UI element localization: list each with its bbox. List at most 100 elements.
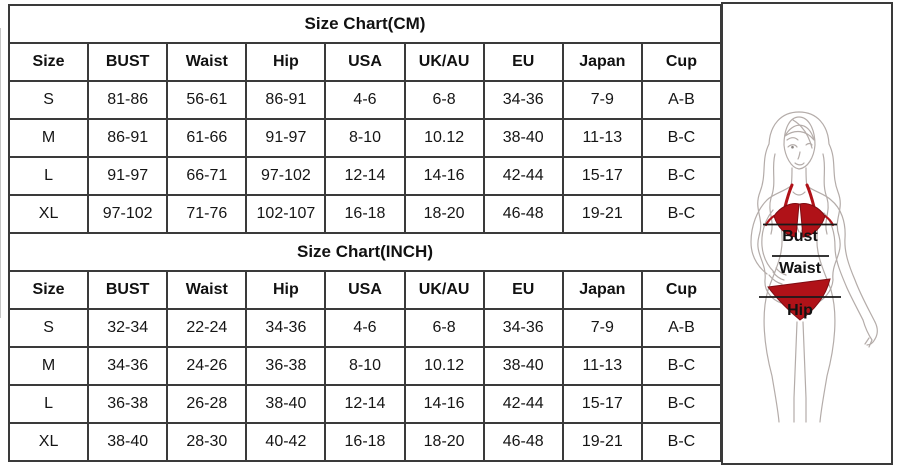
table-row: M 86-91 61-66 91-97 8-10 10.12 38-40 11-13 B-C bbox=[7, 118, 723, 158]
value-cell: A-B bbox=[640, 80, 723, 120]
value-cell: B-C bbox=[640, 194, 723, 234]
column-header: Hip bbox=[245, 42, 327, 82]
value-cell: 81-86 bbox=[87, 80, 169, 120]
table-title: Size Chart(INCH) bbox=[8, 232, 722, 272]
value-cell: 36-38 bbox=[245, 346, 327, 386]
size-cell: XL bbox=[7, 194, 90, 234]
value-cell: 91-97 bbox=[87, 156, 169, 196]
value-cell: 26-28 bbox=[166, 384, 248, 424]
size-cell: M bbox=[7, 118, 90, 158]
value-cell: 19-21 bbox=[561, 422, 643, 462]
value-cell: 38-40 bbox=[482, 346, 564, 386]
woman-hair-icon bbox=[757, 111, 841, 304]
value-cell: 15-17 bbox=[561, 156, 643, 196]
value-cell: 46-48 bbox=[482, 194, 564, 234]
value-cell: 11-13 bbox=[561, 346, 643, 386]
column-header: Cup bbox=[640, 42, 723, 82]
value-cell: 16-18 bbox=[324, 422, 406, 462]
column-header: UK/AU bbox=[403, 270, 485, 310]
waist-label: Waist bbox=[779, 260, 822, 277]
value-cell: 12-14 bbox=[324, 384, 406, 424]
value-cell: 24-26 bbox=[166, 346, 248, 386]
size-chart-table-body: Size Chart(CM) Size BUST Waist Hip USA UK/AU EU… bbox=[7, 4, 723, 462]
value-cell: 38-40 bbox=[245, 384, 327, 424]
value-cell: 34-36 bbox=[87, 346, 169, 386]
value-cell: A-B bbox=[640, 308, 723, 348]
value-cell: 14-16 bbox=[403, 156, 485, 196]
value-cell: B-C bbox=[640, 156, 723, 196]
column-header: BUST bbox=[87, 42, 169, 82]
column-header: EU bbox=[482, 270, 564, 310]
size-cell: L bbox=[7, 156, 90, 196]
value-cell: 42-44 bbox=[482, 384, 564, 424]
column-header: BUST bbox=[87, 270, 169, 310]
image-edge-artifact bbox=[0, 28, 1, 318]
bikini-top-icon bbox=[764, 183, 835, 238]
table-row: M 34-36 24-26 36-38 8-10 10.12 38-40 11-13 B-C bbox=[7, 346, 723, 386]
value-cell: 10.12 bbox=[403, 346, 485, 386]
value-cell: 42-44 bbox=[482, 156, 564, 196]
value-cell: 86-91 bbox=[87, 118, 169, 158]
bust-label: Bust bbox=[782, 228, 818, 245]
value-cell: 16-18 bbox=[324, 194, 406, 234]
value-cell: 66-71 bbox=[166, 156, 248, 196]
value-cell: 56-61 bbox=[166, 80, 248, 120]
hip-label: Hip bbox=[787, 302, 813, 319]
table-row: XL 97-102 71-76 102-107 16-18 18-20 46-48 19-21… bbox=[7, 194, 723, 234]
size-cell: S bbox=[7, 308, 90, 348]
value-cell: 19-21 bbox=[561, 194, 643, 234]
value-cell: 71-76 bbox=[166, 194, 248, 234]
value-cell: 40-42 bbox=[245, 422, 327, 462]
table-row: XL 38-40 28-30 40-42 16-18 18-20 46-48 19-21 B-C bbox=[7, 422, 723, 462]
value-cell: 91-97 bbox=[245, 118, 327, 158]
table-header-row: Size BUST Waist Hip USA UK/AU EU Japan Cup bbox=[7, 270, 723, 310]
value-cell: 97-102 bbox=[87, 194, 169, 234]
value-cell: 18-20 bbox=[403, 422, 485, 462]
column-header: Japan bbox=[561, 42, 643, 82]
value-cell: 18-20 bbox=[403, 194, 485, 234]
value-cell: 86-91 bbox=[245, 80, 327, 120]
value-cell: 34-36 bbox=[482, 80, 564, 120]
column-header: USA bbox=[324, 42, 406, 82]
size-cell: XL bbox=[7, 422, 90, 462]
value-cell: B-C bbox=[640, 384, 723, 424]
value-cell: 4-6 bbox=[324, 80, 406, 120]
value-cell: 10.12 bbox=[403, 118, 485, 158]
measurement-guide-panel: Bust Waist Hip bbox=[721, 2, 893, 465]
value-cell: 38-40 bbox=[482, 118, 564, 158]
table-row: L 91-97 66-71 97-102 12-14 14-16 42-44 15-17 B-C bbox=[7, 156, 723, 196]
value-cell: 6-8 bbox=[403, 80, 485, 120]
value-cell: 102-107 bbox=[245, 194, 327, 234]
size-cell: L bbox=[7, 384, 90, 424]
value-cell: 22-24 bbox=[166, 308, 248, 348]
column-header: Japan bbox=[561, 270, 643, 310]
size-cell: S bbox=[7, 80, 90, 120]
value-cell: 61-66 bbox=[166, 118, 248, 158]
value-cell: 4-6 bbox=[324, 308, 406, 348]
column-header: Size bbox=[7, 270, 90, 310]
woman-body-icon bbox=[750, 167, 878, 423]
table-row: S 81-86 56-61 86-91 4-6 6-8 34-36 7-9 A-B bbox=[7, 80, 723, 120]
value-cell: B-C bbox=[640, 118, 723, 158]
column-header: UK/AU bbox=[403, 42, 485, 82]
table-header-row: Size BUST Waist Hip USA UK/AU EU Japan Cup bbox=[7, 42, 723, 82]
column-header: Size bbox=[7, 42, 90, 82]
column-header: USA bbox=[324, 270, 406, 310]
value-cell: 8-10 bbox=[324, 346, 406, 386]
table-title-row: Size Chart(INCH) bbox=[8, 232, 722, 272]
value-cell: 34-36 bbox=[482, 308, 564, 348]
value-cell: 12-14 bbox=[324, 156, 406, 196]
column-header: Cup bbox=[640, 270, 723, 310]
value-cell: 28-30 bbox=[166, 422, 248, 462]
woman-measurement-illustration: Bust Waist Hip bbox=[750, 111, 878, 423]
column-header: Hip bbox=[245, 270, 327, 310]
value-cell: 32-34 bbox=[87, 308, 169, 348]
value-cell: 15-17 bbox=[561, 384, 643, 424]
value-cell: 8-10 bbox=[324, 118, 406, 158]
value-cell: 36-38 bbox=[87, 384, 169, 424]
column-header: Waist bbox=[166, 42, 248, 82]
value-cell: 7-9 bbox=[561, 308, 643, 348]
column-header: Waist bbox=[166, 270, 248, 310]
value-cell: 97-102 bbox=[245, 156, 327, 196]
